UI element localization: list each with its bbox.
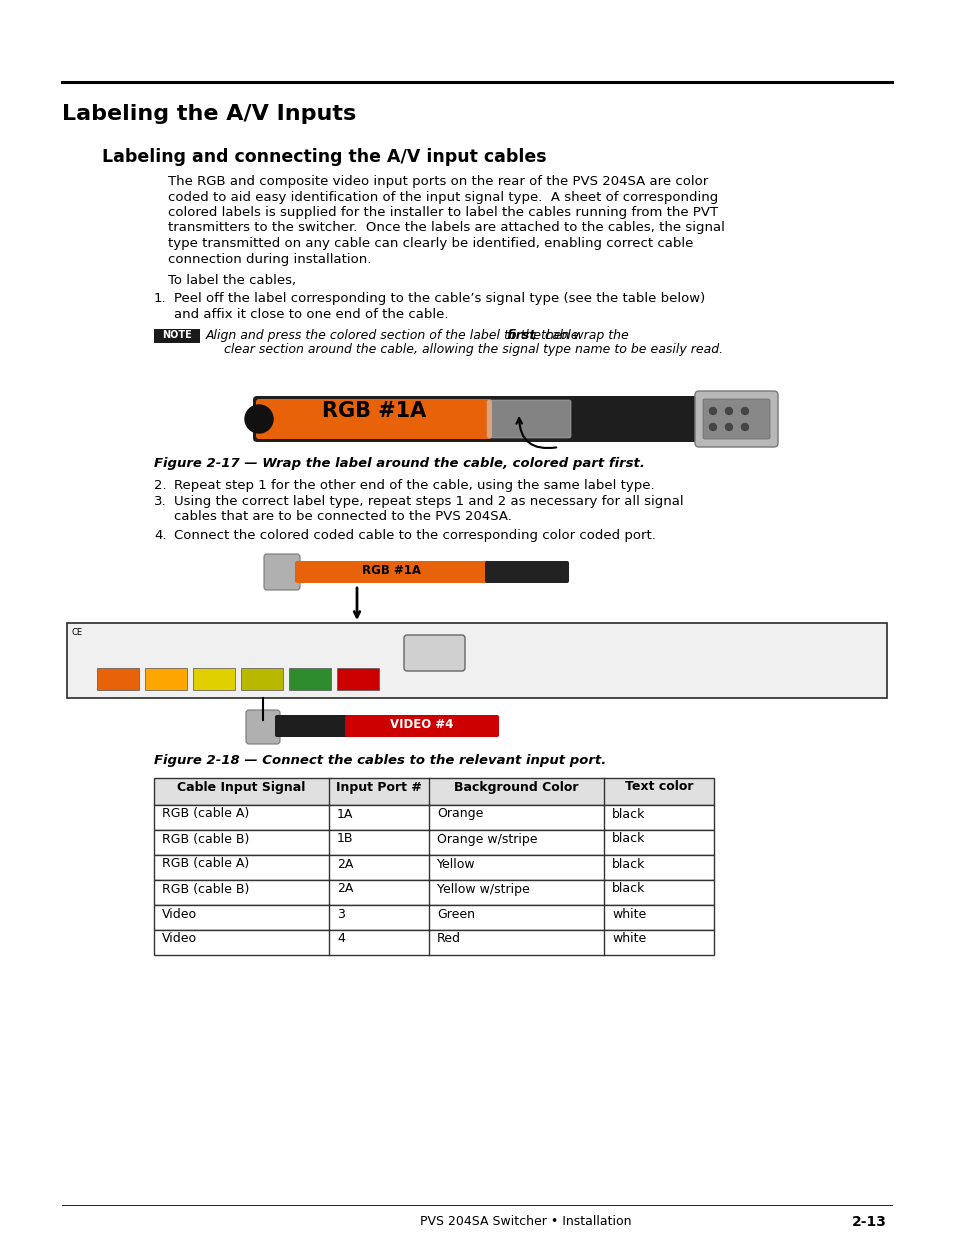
Text: Repeat step 1 for the other end of the cable, using the same label type.: Repeat step 1 for the other end of the c… — [173, 479, 654, 492]
Text: 1.: 1. — [153, 291, 167, 305]
Text: 2-13: 2-13 — [851, 1215, 886, 1229]
Circle shape — [709, 424, 716, 431]
Text: type transmitted on any cable can clearly be identified, enabling correct cable: type transmitted on any cable can clearl… — [168, 237, 693, 249]
Text: The RGB and composite video input ports on the rear of the PVS 204SA are color: The RGB and composite video input ports … — [168, 175, 707, 188]
FancyBboxPatch shape — [255, 399, 492, 438]
Text: Video: Video — [162, 932, 197, 946]
FancyBboxPatch shape — [345, 715, 498, 737]
Text: and affix it close to one end of the cable.: and affix it close to one end of the cab… — [173, 308, 448, 321]
Text: connection during installation.: connection during installation. — [168, 252, 371, 266]
Text: Text color: Text color — [624, 781, 693, 794]
Circle shape — [245, 405, 273, 433]
FancyBboxPatch shape — [153, 905, 713, 930]
Text: Using the correct label type, repeat steps 1 and 2 as necessary for all signal: Using the correct label type, repeat ste… — [173, 495, 683, 508]
Text: 2.: 2. — [153, 479, 167, 492]
Text: Peel off the label corresponding to the cable’s signal type (see the table below: Peel off the label corresponding to the … — [173, 291, 704, 305]
Text: Input Port #: Input Port # — [335, 781, 421, 794]
Text: RGB (cable B): RGB (cable B) — [162, 883, 249, 895]
FancyBboxPatch shape — [153, 805, 713, 830]
Text: PVS 204SA Switcher • Installation: PVS 204SA Switcher • Installation — [420, 1215, 631, 1228]
Text: black: black — [612, 857, 644, 871]
Text: Connect the colored coded cable to the corresponding color coded port.: Connect the colored coded cable to the c… — [173, 529, 656, 542]
Text: RGB (cable B): RGB (cable B) — [162, 832, 249, 846]
Text: black: black — [612, 883, 644, 895]
Text: 4: 4 — [336, 932, 345, 946]
Text: To label the cables,: To label the cables, — [168, 274, 295, 287]
Text: RGB (cable A): RGB (cable A) — [162, 808, 249, 820]
Text: 1B: 1B — [336, 832, 354, 846]
Text: coded to aid easy identification of the input signal type.  A sheet of correspon: coded to aid easy identification of the … — [168, 190, 718, 204]
FancyBboxPatch shape — [153, 329, 200, 343]
FancyBboxPatch shape — [153, 881, 713, 905]
Text: RGB #1A: RGB #1A — [362, 563, 421, 577]
Text: Figure 2-17 — Wrap the label around the cable, colored part first.: Figure 2-17 — Wrap the label around the … — [153, 457, 644, 471]
Text: RGB #1A: RGB #1A — [321, 401, 426, 421]
Text: Orange: Orange — [436, 808, 483, 820]
Text: black: black — [612, 808, 644, 820]
FancyBboxPatch shape — [253, 396, 700, 442]
Circle shape — [724, 424, 732, 431]
FancyBboxPatch shape — [274, 715, 349, 737]
Text: black: black — [612, 832, 644, 846]
FancyBboxPatch shape — [403, 635, 464, 671]
Text: first: first — [506, 329, 536, 342]
FancyBboxPatch shape — [289, 668, 331, 690]
FancyBboxPatch shape — [484, 561, 568, 583]
Text: NOTE: NOTE — [162, 330, 192, 340]
Text: , then wrap the: , then wrap the — [532, 329, 628, 342]
FancyBboxPatch shape — [486, 400, 571, 438]
FancyBboxPatch shape — [67, 622, 886, 698]
Text: Cable Input Signal: Cable Input Signal — [176, 781, 305, 794]
FancyBboxPatch shape — [153, 855, 713, 881]
FancyBboxPatch shape — [264, 555, 299, 590]
Text: Background Color: Background Color — [454, 781, 578, 794]
Text: 2A: 2A — [336, 857, 353, 871]
Text: white: white — [612, 908, 645, 920]
Text: 4.: 4. — [153, 529, 167, 542]
FancyBboxPatch shape — [336, 668, 378, 690]
FancyBboxPatch shape — [246, 710, 280, 743]
FancyBboxPatch shape — [695, 391, 778, 447]
Text: Labeling and connecting the A/V input cables: Labeling and connecting the A/V input ca… — [102, 148, 546, 165]
Text: colored labels is supplied for the installer to label the cables running from th: colored labels is supplied for the insta… — [168, 206, 718, 219]
Text: Labeling the A/V Inputs: Labeling the A/V Inputs — [62, 104, 355, 124]
Text: Yellow w/stripe: Yellow w/stripe — [436, 883, 529, 895]
FancyBboxPatch shape — [153, 930, 713, 955]
Circle shape — [740, 408, 748, 415]
Text: RGB (cable A): RGB (cable A) — [162, 857, 249, 871]
Circle shape — [709, 408, 716, 415]
Circle shape — [724, 408, 732, 415]
Text: Align and press the colored section of the label to the cable: Align and press the colored section of t… — [206, 329, 583, 342]
Text: Figure 2-18 — Connect the cables to the relevant input port.: Figure 2-18 — Connect the cables to the … — [153, 755, 605, 767]
FancyBboxPatch shape — [294, 561, 489, 583]
FancyBboxPatch shape — [153, 830, 713, 855]
FancyBboxPatch shape — [145, 668, 187, 690]
Text: 2A: 2A — [336, 883, 353, 895]
FancyBboxPatch shape — [153, 778, 713, 805]
Text: Orange w/stripe: Orange w/stripe — [436, 832, 537, 846]
Text: Video: Video — [162, 908, 197, 920]
Text: 1A: 1A — [336, 808, 353, 820]
Text: Red: Red — [436, 932, 460, 946]
Text: VIDEO #4: VIDEO #4 — [390, 719, 454, 731]
Text: transmitters to the switcher.  Once the labels are attached to the cables, the s: transmitters to the switcher. Once the l… — [168, 221, 724, 235]
Text: 3.: 3. — [153, 495, 167, 508]
Text: white: white — [612, 932, 645, 946]
Text: CE: CE — [71, 629, 83, 637]
FancyBboxPatch shape — [702, 399, 769, 438]
Text: Yellow: Yellow — [436, 857, 476, 871]
FancyBboxPatch shape — [241, 668, 283, 690]
Text: cables that are to be connected to the PVS 204SA.: cables that are to be connected to the P… — [173, 510, 512, 524]
Text: 3: 3 — [336, 908, 345, 920]
FancyBboxPatch shape — [193, 668, 234, 690]
FancyBboxPatch shape — [97, 668, 139, 690]
Circle shape — [740, 424, 748, 431]
Text: Green: Green — [436, 908, 475, 920]
Text: clear section around the cable, allowing the signal type name to be easily read.: clear section around the cable, allowing… — [224, 343, 722, 356]
